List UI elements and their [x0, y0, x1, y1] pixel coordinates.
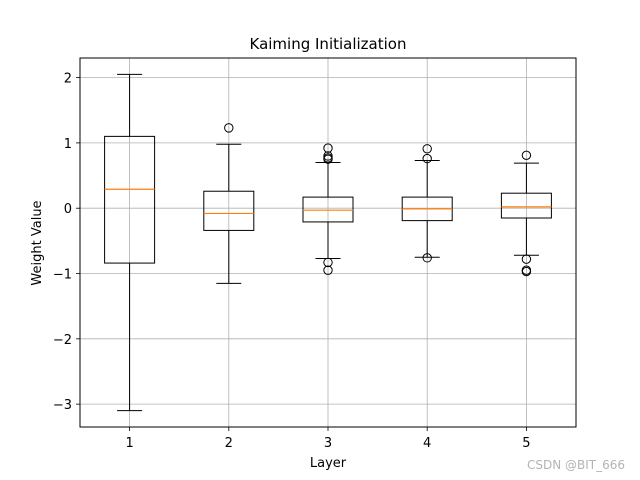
- box-group: [500, 150, 552, 277]
- y-tick-label: 2: [64, 72, 72, 87]
- x-tick-label: 1: [125, 436, 133, 451]
- outlier-point: [323, 265, 333, 275]
- x-tick-label: 2: [225, 436, 233, 451]
- outlier-point: [422, 144, 432, 154]
- outlier-point: [521, 150, 532, 161]
- y-tick-label: −2: [53, 333, 72, 348]
- tick-layer: 1 2 3 4 5 −3 −2 −1 0 1 2: [53, 72, 531, 451]
- watermark-text: CSDN @BIT_666: [526, 458, 625, 472]
- x-tick-label: 5: [522, 436, 530, 451]
- y-tick-label: −3: [53, 398, 72, 413]
- y-tick-label: 1: [64, 137, 72, 152]
- y-axis-title: Weight Value: [30, 200, 45, 285]
- box-layer: [104, 73, 552, 412]
- outlier-point: [323, 154, 333, 164]
- outlier-point: [323, 143, 333, 153]
- outlier-point: [323, 257, 333, 268]
- box-group: [203, 123, 255, 284]
- iqr-box: [104, 135, 156, 264]
- box-group: [302, 143, 354, 275]
- outlier-point: [521, 266, 532, 277]
- x-tick-label: 3: [324, 436, 332, 451]
- iqr-box: [500, 192, 552, 219]
- y-tick-label: 0: [64, 202, 72, 217]
- outlier-point: [422, 253, 432, 263]
- iqr-box: [302, 196, 354, 223]
- y-tick-label: −1: [53, 268, 72, 283]
- box-group: [104, 73, 156, 412]
- iqr-box: [203, 190, 255, 231]
- chart-title: Kaiming Initialization: [250, 35, 407, 53]
- box-group: [401, 144, 453, 263]
- outlier-point: [422, 153, 432, 164]
- x-axis-title: Layer: [310, 456, 347, 471]
- x-tick-label: 4: [423, 436, 431, 451]
- outlier-point: [224, 123, 234, 133]
- outlier-point: [521, 254, 532, 264]
